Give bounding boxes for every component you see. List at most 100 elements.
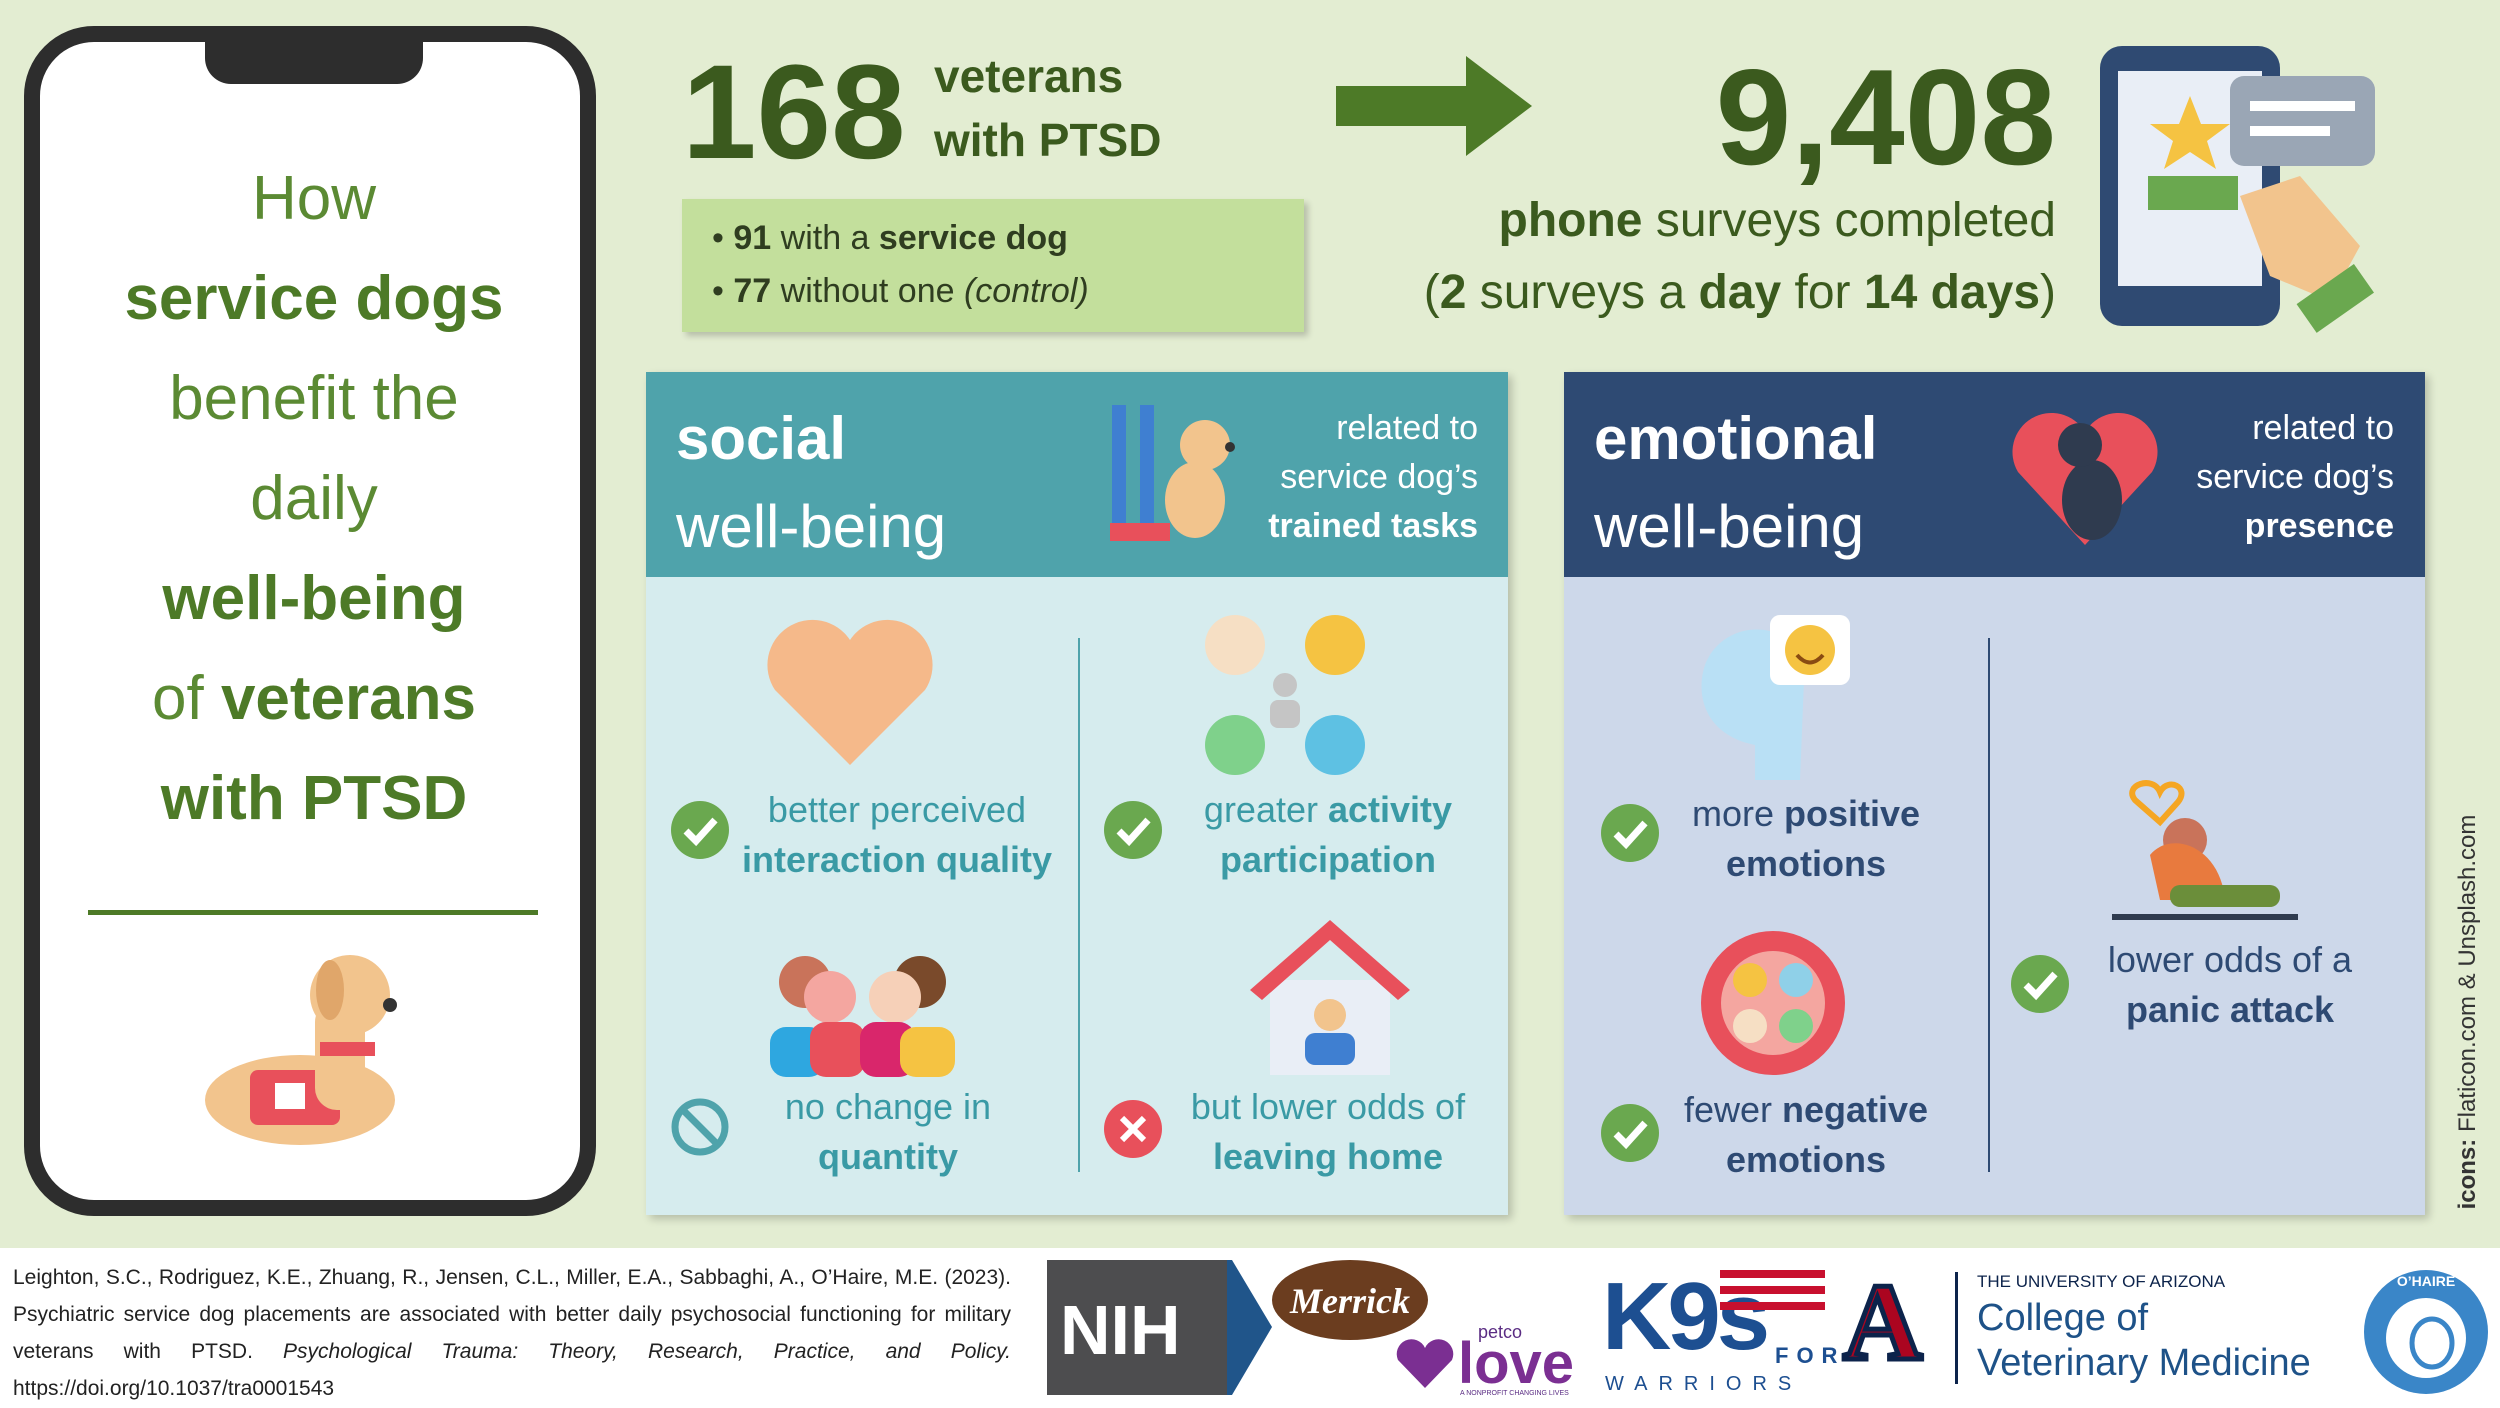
survey-text-part: ) — [2040, 266, 2056, 319]
dog-icon — [205, 955, 397, 1145]
positive-icon — [1701, 615, 1850, 780]
negative-icon — [1701, 931, 1845, 1075]
nih-text: NIH — [1060, 1291, 1181, 1369]
nih-arrow — [1227, 1260, 1272, 1395]
social-header — [646, 372, 1508, 577]
dog-collar — [320, 1042, 375, 1056]
social-divider — [1078, 638, 1080, 1172]
ohaire-logo — [2364, 1270, 2488, 1394]
note-line: service dog’s — [1280, 458, 1478, 496]
icon-star — [2150, 96, 2230, 169]
no-slash — [680, 1107, 720, 1147]
panel-title-line: emotional — [1594, 405, 1878, 472]
k9s-for: FOR — [1775, 1343, 1846, 1368]
emotional-note: related to service dog’s presence — [2116, 404, 2394, 551]
check-mark — [1613, 1120, 1648, 1150]
title-line: with PTSD — [160, 764, 468, 833]
emotional-title: emotional well-being — [1594, 395, 1877, 571]
finding-line: greater activity — [1160, 785, 1496, 835]
finding: fewer negative emotions — [1650, 1085, 1962, 1185]
phone-notch — [205, 26, 423, 84]
arizona-university: THE UNIVERSITY OF ARIZONA — [1977, 1272, 2226, 1291]
finding: more positive emotions — [1650, 789, 1962, 889]
icon-leg — [1140, 405, 1154, 523]
icon-hand — [2240, 176, 2360, 301]
check-circle — [2011, 955, 2069, 1013]
flag-stripe — [1720, 1302, 1825, 1310]
ohaire-dog — [2409, 1316, 2455, 1370]
icon-dog — [2062, 460, 2122, 540]
icon-circle — [1205, 715, 1265, 775]
merrick-logo — [1272, 1260, 1428, 1340]
arrow-shape — [1336, 56, 1532, 156]
group-item: • 91 with a service dog — [712, 219, 1068, 257]
phone-survey-icon — [2100, 46, 2375, 333]
merrick-text: Merrick — [1290, 1281, 1410, 1321]
activity-icon — [1205, 615, 1365, 775]
finding-line: emotions — [1725, 843, 1886, 884]
panel-title-line: social — [676, 405, 847, 472]
finding-text: positive — [1783, 793, 1921, 834]
heart-shape — [1396, 1339, 1454, 1388]
nih-logo — [1047, 1260, 1227, 1395]
finding-line: leaving home — [1212, 1136, 1444, 1177]
note-line: related to — [1336, 409, 1478, 447]
citation-doi: https://doi.org/10.1037/tra0001543 — [13, 1377, 335, 1400]
check-icon — [1601, 1104, 1659, 1162]
icon-head — [804, 971, 856, 1023]
note-line: presence — [2244, 507, 2394, 545]
title-line: of veterans — [64, 649, 564, 749]
title-text: veterans — [220, 664, 476, 733]
title-text: of — [151, 664, 204, 733]
note-line: service dog’s — [2196, 458, 2394, 496]
survey-count: 9,408 — [1715, 41, 2056, 193]
survey-line: phone surveys completed — [1300, 185, 2057, 257]
icon-dog-head — [1180, 420, 1230, 470]
panel-title-line: well-being — [676, 493, 947, 560]
icon-flower-inner — [1721, 951, 1825, 1055]
x-mark — [1119, 1115, 1147, 1143]
participant-count: 168 — [682, 38, 906, 187]
note-line: trained tasks — [1268, 507, 1478, 545]
finding-text: negative — [1781, 1089, 1929, 1130]
arizona-divider — [1955, 1272, 1958, 1384]
survey-text: phone surveys completed (2 surveys a day… — [1300, 185, 2056, 329]
check-icon — [2011, 955, 2069, 1013]
participant-label: veterans with PTSD — [934, 44, 1161, 172]
icon-bar — [2148, 176, 2238, 210]
petco-heart — [1396, 1339, 1454, 1388]
finding: better perceived interaction quality — [690, 785, 1104, 885]
groups-box — [682, 199, 1304, 332]
group-text: with a — [771, 219, 879, 257]
ohaire-text: O’HAIRE — [2396, 1273, 2456, 1289]
group-icon — [770, 956, 955, 1077]
icon-bubble-line — [2250, 126, 2330, 136]
trained-dog-icon — [1110, 405, 1235, 541]
survey-text-part: surveys completed — [1642, 194, 2056, 247]
title-line: well-being — [162, 564, 466, 633]
k9s-text: K9s — [1602, 1263, 1770, 1370]
dog-ear — [316, 960, 344, 1020]
emotional-header — [1564, 372, 2425, 577]
citation-journal: Psychological Trauma: Theory, Research, … — [283, 1340, 1012, 1363]
icon-leg — [1112, 405, 1126, 523]
icon-dog-head — [2058, 423, 2102, 467]
icon-circle — [1305, 615, 1365, 675]
icon-spark — [2129, 780, 2185, 827]
x-icon — [1104, 1100, 1162, 1158]
check-mark — [683, 817, 718, 847]
citation: Leighton, S.C., Rodriguez, K.E., Zhuang,… — [13, 1259, 1011, 1407]
finding: but lower odds of leaving home — [1160, 1082, 1496, 1182]
icon-legs — [2170, 885, 2280, 907]
emotional-divider — [1988, 638, 1990, 1172]
finding-line: quantity — [818, 1136, 958, 1177]
finding-line: better perceived — [767, 789, 1027, 830]
nih-chevron — [1227, 1260, 1272, 1395]
finding: no change in quantity — [720, 1082, 1056, 1182]
college-line: Veterinary Medicine — [1977, 1342, 2311, 1384]
check-mark — [2023, 971, 2058, 1001]
panel-title-line: well-being — [1594, 493, 1865, 560]
icon-heart-hands — [767, 619, 933, 765]
social-title: social well-being — [676, 395, 946, 571]
note-line: related to — [2252, 409, 2394, 447]
